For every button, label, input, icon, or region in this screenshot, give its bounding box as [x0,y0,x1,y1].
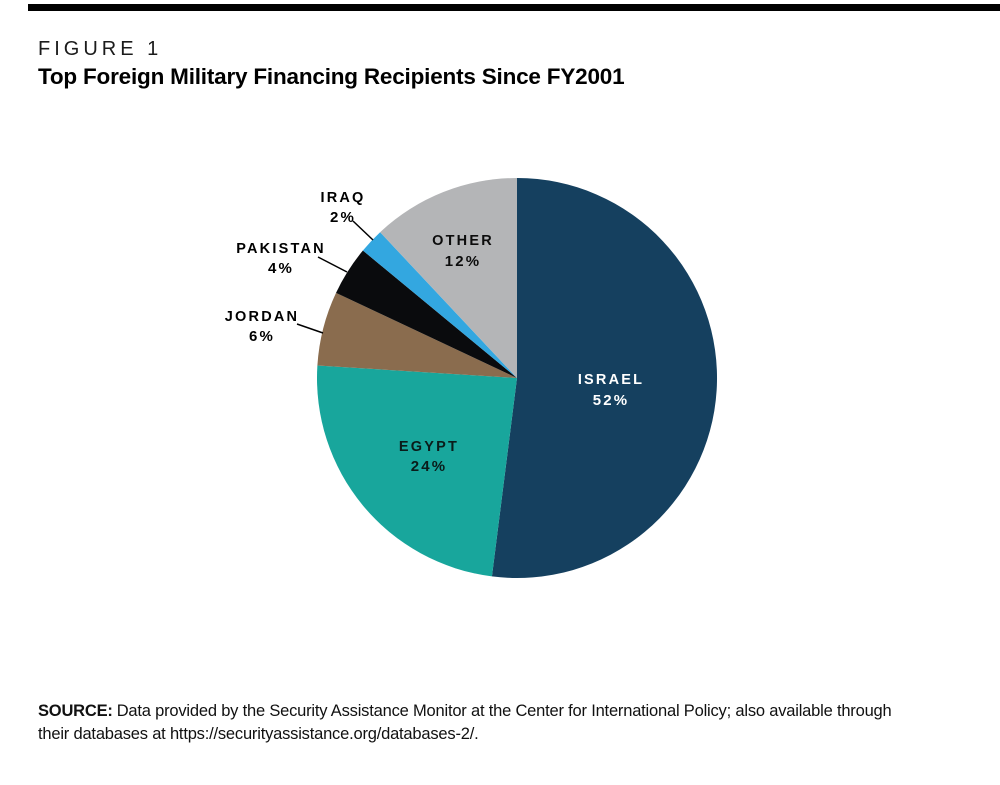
source-note: SOURCE: Data provided by the Security Ass… [38,700,892,747]
leader-line-jordan [296,323,324,334]
slice-label-other: OTHER [432,233,494,249]
pie-chart-canvas: ISRAEL 52% EGYPT 24% JORDAN 6% PAKISTAN 4% IRAQ 2… [225,178,718,578]
pie-slice-israel [491,178,718,578]
leader-line-iraq [352,220,374,241]
slice-value-iraq: 2% [330,209,356,226]
pie-slice-jordan [317,292,517,378]
figure-label: FIGURE 1 [38,38,163,60]
slice-label-pakistan: PAKISTAN [236,241,326,257]
pie-slice-iraq [362,232,517,378]
slice-label-jordan: JORDAN [225,309,299,325]
pie-slice-egypt [316,365,517,577]
pie-chart: ISRAEL 52% EGYPT 24% JORDAN 6% PAKISTAN 4% IRAQ 2… [0,110,1000,670]
pie-slice-pakistan [336,250,517,378]
slice-label-iraq: IRAQ [320,190,365,206]
figure-title: Top Foreign Military Financing Recipient… [38,64,625,89]
slice-value-israel: 52% [593,392,630,409]
slice-value-pakistan: 4% [268,260,294,277]
slice-value-other: 12% [445,253,482,270]
slice-label-israel: ISRAEL [578,372,644,388]
source-text-line2: their databases at https://securityassis… [38,725,479,744]
source-text-line1: Data provided by the Security Assistance… [116,702,892,720]
top-rule [28,4,1000,11]
slice-value-egypt: 24% [411,458,448,475]
source-label: SOURCE: [38,702,113,720]
slice-value-jordan: 6% [249,328,275,345]
pie-slice-other [380,178,517,378]
leader-line-pakistan [317,256,348,273]
slice-label-egypt: EGYPT [399,439,459,455]
